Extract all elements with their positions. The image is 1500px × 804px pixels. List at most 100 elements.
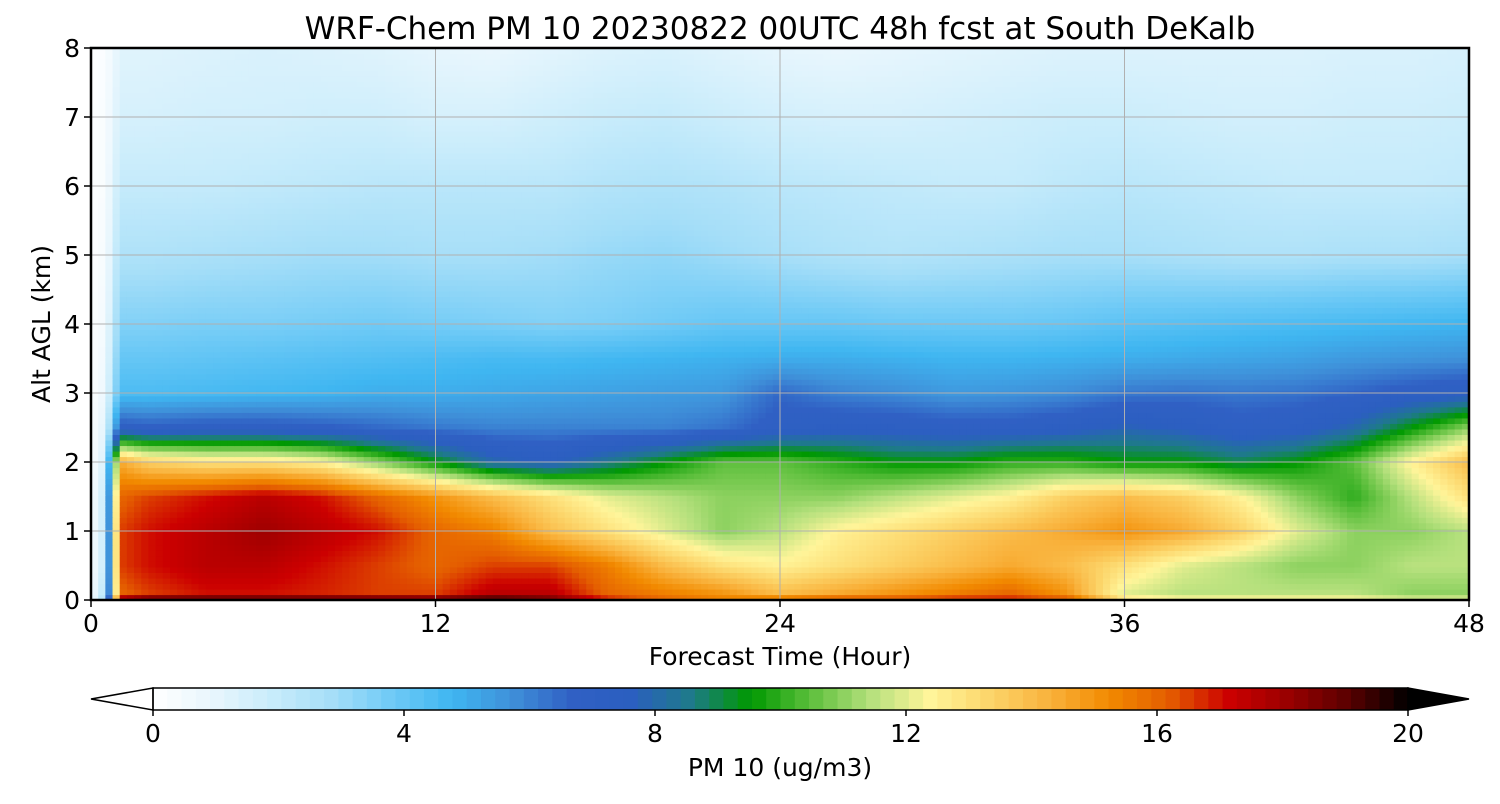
heatmap-cell	[823, 533, 831, 540]
heatmap-cell	[729, 500, 738, 507]
heatmap-cell	[830, 561, 839, 568]
heatmap-cell	[299, 478, 307, 485]
heatmap-cell	[923, 588, 932, 596]
heatmap-cell	[442, 511, 451, 518]
heatmap-cell	[270, 588, 279, 596]
heatmap-cell	[1031, 555, 1039, 562]
heatmap-cell	[614, 566, 623, 573]
heatmap-cell	[141, 566, 150, 573]
heatmap-cell	[191, 544, 200, 551]
heatmap-cell	[363, 517, 372, 524]
heatmap-cell	[1181, 489, 1190, 496]
heatmap-cell	[241, 561, 250, 568]
heatmap-cell	[184, 561, 193, 568]
heatmap-cell	[478, 588, 487, 596]
heatmap-cell	[184, 566, 193, 573]
heatmap-cell	[1375, 478, 1384, 485]
heatmap-cell	[830, 572, 839, 579]
heatmap-cell	[1217, 495, 1226, 502]
heatmap-cell	[1268, 577, 1276, 585]
heatmap-cell	[1296, 588, 1305, 596]
heatmap-cell	[909, 484, 917, 491]
heatmap-cell	[780, 484, 788, 491]
heatmap-cell	[263, 506, 272, 513]
heatmap-cell	[1189, 484, 1197, 491]
heatmap-cell	[535, 561, 544, 568]
heatmap-cell	[557, 588, 566, 596]
heatmap-cell	[851, 495, 860, 502]
heatmap-cell	[399, 544, 408, 551]
heatmap-cell	[988, 577, 996, 585]
heatmap-cell	[851, 594, 860, 600]
heatmap-cell	[787, 577, 795, 585]
heatmap-cell	[1074, 594, 1083, 600]
heatmap-cell	[327, 506, 336, 513]
heatmap-cell	[1210, 555, 1219, 562]
heatmap-cell	[449, 577, 458, 585]
heatmap-cell	[1210, 462, 1219, 469]
heatmap-cell	[478, 506, 487, 513]
heatmap-cell	[1346, 555, 1355, 562]
heatmap-cell	[916, 550, 925, 557]
heatmap-cell	[1160, 495, 1169, 502]
heatmap-cell	[722, 561, 731, 568]
heatmap-cell	[1239, 517, 1248, 524]
heatmap-cell	[930, 456, 939, 463]
heatmap-cell	[528, 561, 537, 568]
heatmap-cell	[557, 555, 566, 562]
heatmap-cell	[1110, 566, 1118, 573]
heatmap-cell	[385, 561, 394, 568]
heatmap-cell	[399, 561, 408, 568]
heatmap-cell	[1146, 467, 1154, 474]
heatmap-cell	[134, 500, 142, 507]
heatmap-cell	[780, 473, 788, 480]
heatmap-cell	[1390, 533, 1398, 540]
heatmap-cell	[815, 506, 824, 513]
heatmap-cell	[471, 500, 480, 507]
heatmap-cell	[657, 583, 666, 590]
heatmap-cell	[363, 456, 372, 463]
heatmap-cell	[650, 583, 659, 590]
heatmap-cell	[399, 517, 408, 524]
heatmap-cell	[1224, 500, 1233, 507]
chart-title: WRF-Chem PM 10 20230822 00UTC 48h fcst a…	[305, 11, 1256, 47]
heatmap-cell	[744, 577, 752, 585]
heatmap-cell	[657, 544, 666, 551]
heatmap-cell	[636, 489, 645, 496]
heatmap-cell	[528, 577, 537, 585]
heatmap-cell	[263, 594, 272, 600]
heatmap-cell	[392, 572, 401, 579]
heatmap-cell	[1454, 478, 1463, 485]
heatmap-cell	[270, 577, 279, 585]
heatmap-cell	[937, 456, 946, 463]
heatmap-cell	[1289, 566, 1298, 573]
heatmap-cell	[335, 506, 343, 513]
heatmap-cell	[837, 572, 846, 579]
heatmap-cell	[256, 522, 264, 529]
heatmap-cell	[1189, 544, 1197, 551]
heatmap-cell	[342, 566, 350, 573]
heatmap-cell	[708, 577, 717, 585]
heatmap-cell	[858, 533, 867, 540]
heatmap-cell	[413, 467, 422, 474]
heatmap-cell	[1210, 489, 1219, 496]
heatmap-cell	[1425, 539, 1434, 546]
heatmap-cell	[543, 583, 551, 590]
heatmap-cell	[945, 467, 953, 474]
heatmap-cell	[162, 489, 171, 496]
heatmap-cell	[937, 484, 946, 491]
heatmap-cell	[335, 478, 343, 485]
heatmap-cell	[342, 555, 350, 562]
heatmap-cell	[1404, 577, 1413, 585]
heatmap-cell	[794, 572, 803, 579]
heatmap-cell	[363, 594, 372, 600]
heatmap-cell	[1016, 473, 1025, 480]
heatmap-cell	[169, 533, 178, 540]
heatmap-cell	[1461, 522, 1469, 529]
heatmap-cell	[521, 511, 530, 518]
heatmap-cell	[765, 456, 774, 463]
heatmap-cell	[744, 583, 752, 590]
heatmap-cell	[586, 522, 594, 529]
heatmap-cell	[313, 462, 322, 469]
heatmap-cell	[492, 517, 501, 524]
